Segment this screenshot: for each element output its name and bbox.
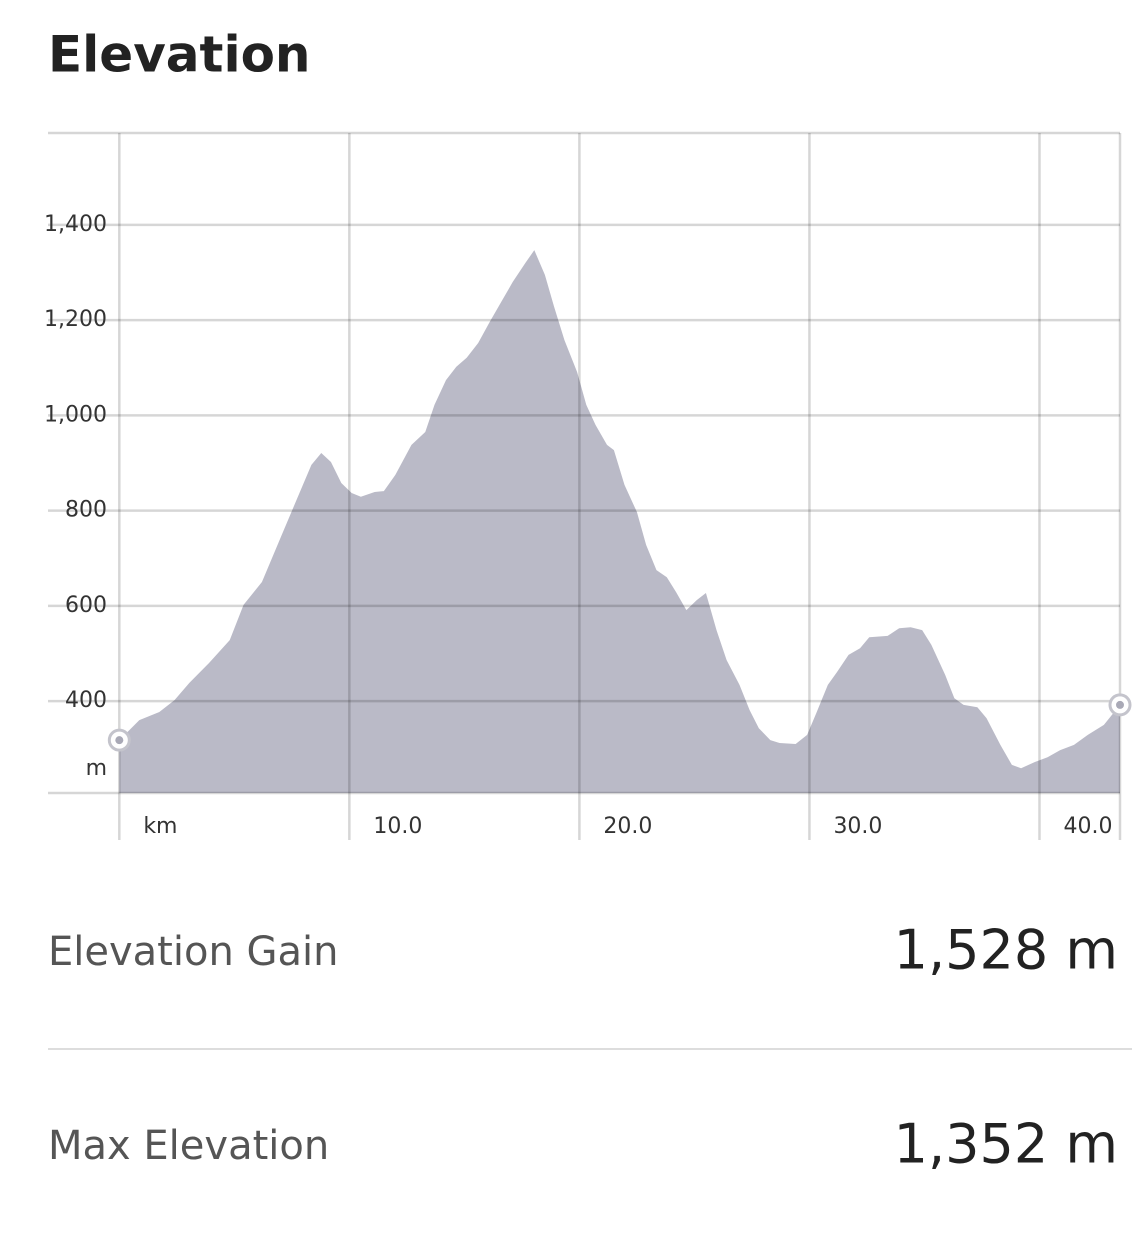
plot: 400 600 800 1,000 1,200 1,400 km 10.0 20.0 30.0 40… [44,131,1132,840]
y-tick-label: 800 [65,498,107,523]
y-tick-label: 400 [65,688,107,713]
y-tick-label: 1,400 [44,212,107,237]
y-tick-label: 1,200 [44,307,107,332]
y-tick-label: 1,000 [44,402,107,427]
chart-title: Elevation [48,26,311,84]
x-tick-label: 40.0 [1063,814,1112,839]
x-tick-label: 30.0 [833,814,882,839]
stat-value: 1,528 m [894,919,1118,982]
stat-label: Max Elevation [48,1123,329,1169]
stat-value: 1,352 m [894,1113,1118,1176]
y-axis-label: m [86,756,107,781]
x-tick-label: 10.0 [373,814,422,839]
x-tick-label: km [143,814,177,839]
stat-label: Elevation Gain [48,929,339,975]
endpoint-marker-dot [115,736,124,745]
elevation-area [119,250,1121,794]
y-tick-label: 600 [65,593,107,618]
x-tick-label: 20.0 [603,814,652,839]
endpoint-marker-dot [1116,700,1124,709]
